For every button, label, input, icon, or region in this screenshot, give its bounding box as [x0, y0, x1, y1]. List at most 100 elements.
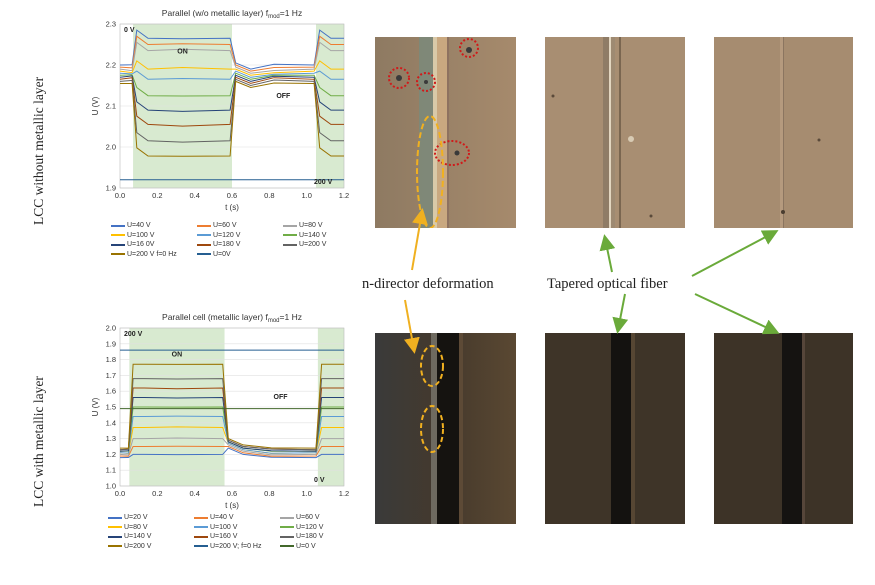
- y-tick-label: 1.9: [106, 184, 116, 193]
- y-tick-label: 1.4: [106, 418, 116, 427]
- legend-label: U=80 V: [124, 523, 148, 531]
- legend-label: U=60 V: [296, 514, 320, 521]
- legend-item: U=180 V: [197, 241, 240, 248]
- legend-swatch: [280, 545, 294, 547]
- legend-swatch: [108, 516, 122, 519]
- x-tick-label: 0.2: [152, 489, 162, 498]
- annotation-off: OFF: [276, 93, 291, 100]
- annotation-on: ON: [177, 49, 188, 56]
- x-tick-label: 1.2: [339, 191, 349, 200]
- legend-bottom: U=20 V U=40 V U=60 V U=80 V U=100 V U=120 V U=…: [108, 514, 358, 556]
- legend-item: U=140 V: [108, 533, 151, 540]
- legend-item: U=80 V: [108, 524, 148, 531]
- legend-label: U=200 V f=0 Hz: [127, 250, 177, 258]
- legend-label: U=0V: [213, 250, 231, 258]
- annotation-top-left: 0 V: [124, 27, 135, 34]
- legend-item: U=200 V: [108, 543, 151, 550]
- y-tick-label: 1.7: [106, 371, 116, 380]
- x-tick-label: 0.4: [189, 191, 199, 200]
- legend-swatch: [283, 224, 297, 227]
- y-tick-label: 2.3: [106, 20, 116, 29]
- legend-item: U=100 V: [111, 232, 154, 239]
- y-tick-label: 1.3: [106, 434, 116, 443]
- legend-label: U=40 V: [210, 514, 234, 521]
- micrograph-bottom-1: [375, 333, 516, 524]
- series-line: [119, 445, 344, 457]
- series-line: [119, 415, 344, 454]
- legend-swatch: [197, 234, 211, 236]
- legend-swatch: [111, 234, 125, 236]
- series-line: [119, 41, 344, 74]
- series-line: [119, 447, 344, 459]
- series-line: [119, 78, 344, 143]
- series-line: [119, 396, 344, 452]
- x-tick-label: 0.8: [264, 489, 274, 498]
- y-tick-label: 1.5: [106, 403, 116, 412]
- x-tick-label: 0.0: [115, 191, 125, 200]
- x-tick-label: 0.4: [189, 489, 199, 498]
- legend-label: U=140 V: [299, 231, 327, 239]
- x-tick-label: 0.8: [264, 191, 274, 200]
- series-line: [119, 76, 344, 127]
- legend-swatch: [111, 253, 125, 255]
- plot-border: [119, 23, 345, 189]
- chart-without-metallic-layer: Parallel (w/o metallic layer) fmod=1 Hz 1…: [91, 8, 349, 212]
- arrow-green-down-right: [694, 293, 780, 335]
- annotation-off: OFF: [274, 394, 289, 401]
- x-tick-label: 1.0: [301, 191, 311, 200]
- legend-label: U=100 V: [210, 523, 238, 531]
- y-tick-label: 1.6: [106, 387, 116, 396]
- legend-item: U=160 V: [194, 533, 237, 540]
- series-line: [119, 72, 344, 97]
- y-tick-label: 2.0: [106, 324, 116, 333]
- annotation-bottom-right: 200 V: [314, 179, 333, 186]
- legend-swatch: [194, 545, 208, 547]
- micrograph-top-3: [714, 37, 853, 228]
- x-tick-label: 0.6: [227, 191, 237, 200]
- y-tick-label: 1.9: [106, 339, 116, 348]
- legend-label: U=140 V: [124, 533, 152, 540]
- legend-swatch: [108, 545, 122, 547]
- legend-swatch: [197, 243, 211, 246]
- chart-with-metallic-layer: Parallel cell (metallic layer) fmod=1 Hz…: [91, 312, 349, 510]
- legend-item: U=80 V: [283, 222, 323, 229]
- legend-swatch: [194, 535, 208, 538]
- legend-label: U=20 V: [124, 514, 148, 521]
- legend-item: U=200 V; f=0 Hz: [194, 543, 262, 550]
- annotation-on: ON: [172, 351, 183, 358]
- legend-label: U=180 V: [296, 533, 324, 540]
- y-tick-label: 1.2: [106, 450, 116, 459]
- legend-swatch: [280, 516, 294, 519]
- x-tick-label: 1.2: [339, 489, 349, 498]
- caption-tapered-fiber: Tapered optical fiber: [547, 276, 668, 292]
- x-tick-label: 0.6: [227, 489, 237, 498]
- x-tick-label: 0.0: [115, 489, 125, 498]
- legend-item: U=100 V: [194, 524, 237, 531]
- x-tick-label: 1.0: [301, 489, 311, 498]
- legend-item: U=0 V: [280, 543, 316, 550]
- legend-swatch: [111, 224, 125, 227]
- legend-item: U=40 V: [194, 514, 234, 521]
- legend-top: U=40 V U=60 V U=80 V U=100 V U=120 V U=140 V U…: [111, 222, 361, 264]
- side-label-bottom: LCC with metallic layer: [31, 376, 46, 507]
- series-line: [119, 60, 344, 76]
- series-line: [119, 74, 344, 112]
- legend-label: U=180 V: [213, 241, 241, 248]
- series-line: [119, 437, 344, 456]
- legend-swatch: [194, 516, 208, 519]
- side-label-top: LCC without metallic layer: [31, 76, 46, 225]
- legend-item: U=0V: [197, 251, 231, 258]
- series-line: [120, 363, 344, 449]
- legend-swatch: [283, 234, 297, 236]
- legend-label: U=120 V: [213, 231, 241, 239]
- legend-label: U=40 V: [127, 222, 151, 229]
- y-tick-label: 1.8: [106, 355, 116, 364]
- series-line: [119, 378, 344, 451]
- series-line: [119, 70, 344, 80]
- legend-item: U=16 0V: [111, 241, 154, 248]
- legend-swatch: [108, 535, 122, 538]
- micrograph-top-1: [375, 37, 516, 228]
- legend-swatch: [197, 224, 211, 227]
- legend-swatch: [197, 253, 211, 255]
- caption-n-director: n-director deformation: [362, 276, 494, 292]
